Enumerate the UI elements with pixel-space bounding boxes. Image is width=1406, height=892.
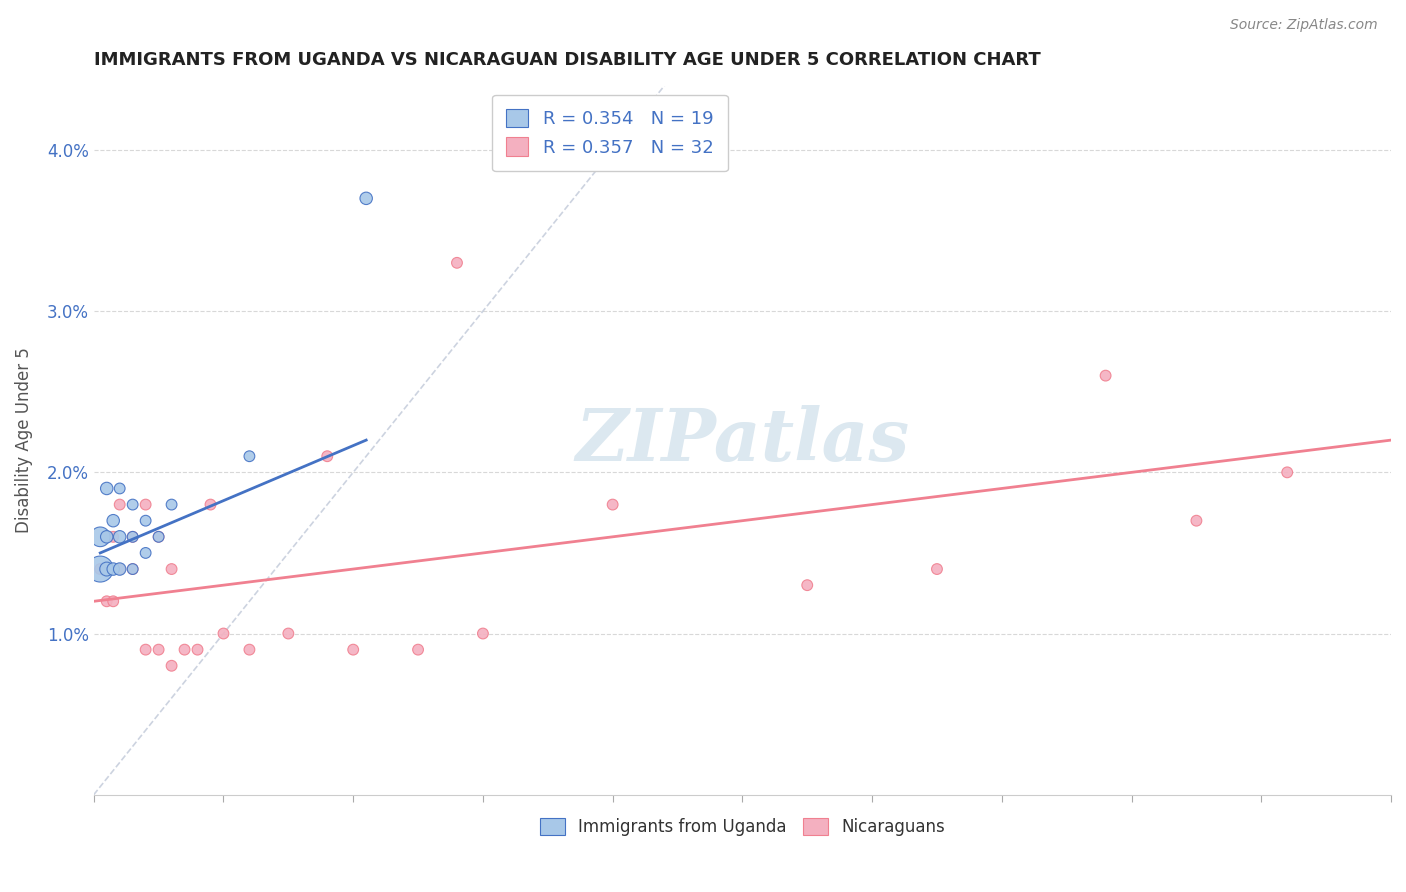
Point xyxy=(96,530,118,544)
Point xyxy=(135,498,157,512)
Point xyxy=(160,562,183,576)
Text: IMMIGRANTS FROM UGANDA VS NICARAGUAN DISABILITY AGE UNDER 5 CORRELATION CHART: IMMIGRANTS FROM UGANDA VS NICARAGUAN DIS… xyxy=(94,51,1040,69)
Point xyxy=(212,626,235,640)
Point xyxy=(135,642,157,657)
Point xyxy=(96,562,118,576)
Point xyxy=(108,498,131,512)
Point xyxy=(103,530,125,544)
Point xyxy=(96,530,118,544)
Point xyxy=(135,514,157,528)
Point xyxy=(186,642,208,657)
Point xyxy=(121,562,143,576)
Point xyxy=(89,562,111,576)
Y-axis label: Disability Age Under 5: Disability Age Under 5 xyxy=(15,347,32,533)
Point xyxy=(148,530,170,544)
Point xyxy=(1277,466,1299,480)
Point xyxy=(103,562,125,576)
Point xyxy=(108,562,131,576)
Point xyxy=(796,578,818,592)
Text: Source: ZipAtlas.com: Source: ZipAtlas.com xyxy=(1230,18,1378,32)
Text: ZIPatlas: ZIPatlas xyxy=(575,405,910,475)
Point xyxy=(148,642,170,657)
Point xyxy=(108,530,131,544)
Point xyxy=(108,562,131,576)
Point xyxy=(96,594,118,608)
Point xyxy=(121,530,143,544)
Point xyxy=(342,642,364,657)
Point xyxy=(406,642,429,657)
Point xyxy=(103,594,125,608)
Point xyxy=(1094,368,1116,383)
Point xyxy=(471,626,494,640)
Point xyxy=(108,482,131,496)
Point xyxy=(103,514,125,528)
Point xyxy=(277,626,299,640)
Point xyxy=(1185,514,1208,528)
Point xyxy=(148,530,170,544)
Point xyxy=(160,658,183,673)
Point xyxy=(96,482,118,496)
Point xyxy=(173,642,195,657)
Point xyxy=(925,562,948,576)
Point xyxy=(121,562,143,576)
Point xyxy=(200,498,222,512)
Point xyxy=(160,498,183,512)
Point xyxy=(446,256,468,270)
Point xyxy=(121,530,143,544)
Point xyxy=(238,449,260,463)
Point xyxy=(89,530,111,544)
Legend: Immigrants from Uganda, Nicaraguans: Immigrants from Uganda, Nicaraguans xyxy=(533,812,952,843)
Point xyxy=(238,642,260,657)
Point xyxy=(602,498,624,512)
Point xyxy=(316,449,339,463)
Point xyxy=(89,562,111,576)
Point xyxy=(135,546,157,560)
Point xyxy=(354,191,377,205)
Point xyxy=(121,498,143,512)
